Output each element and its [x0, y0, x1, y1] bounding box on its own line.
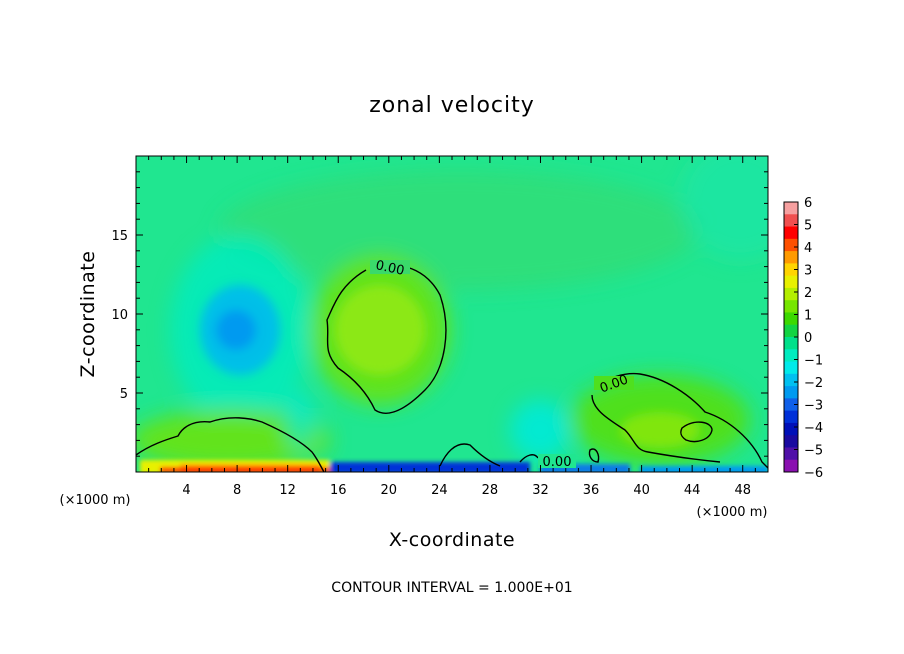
colorbar-tick-label: 0 [804, 331, 812, 346]
colorbar-swatch [784, 361, 798, 375]
colorbar-swatch [784, 287, 798, 301]
colorbar-tick-label: 1 [804, 309, 812, 324]
colorbar-tick-label: 2 [804, 286, 812, 301]
colorbar-swatch [784, 410, 798, 424]
colorbar-swatch [784, 263, 798, 277]
contour-center-cell [326, 265, 447, 414]
x-axis-ticks: 4 8 12 16 20 24 28 32 36 40 44 48 [148, 156, 756, 498]
colorbar-tick-label: −4 [804, 421, 823, 436]
x-axis-label: X-coordinate [389, 529, 515, 551]
contour-right-cell [595, 372, 768, 469]
colorbar-swatch [784, 398, 798, 412]
colorbar-swatch [784, 373, 798, 387]
colorbar-tick-label: 4 [804, 241, 812, 256]
contour-interval-note: CONTOUR INTERVAL = 1.000E+01 [331, 580, 572, 596]
colorbar-swatch [784, 275, 798, 289]
field-core-layer [200, 285, 700, 448]
colorbar-tick-label: −3 [804, 399, 823, 414]
colorbar-swatch [784, 312, 798, 326]
x-tick-label: 44 [684, 483, 701, 498]
field-soft-layer [136, 156, 768, 470]
x-tick-label: 8 [233, 483, 241, 498]
x-tick-label: 48 [734, 483, 751, 498]
x-tick-label: 28 [482, 483, 499, 498]
x-tick-label: 16 [330, 483, 347, 498]
y-tick-label: 5 [120, 387, 128, 402]
contour-label-bottom: 0.00 [543, 455, 572, 470]
x-tick-label: 32 [532, 483, 549, 498]
contour-bump-a [439, 443, 501, 467]
zero-contours [136, 265, 768, 472]
x-tick-label: 20 [381, 483, 398, 498]
colorbar-swatch [784, 226, 798, 240]
z-unit-label: (×1000 m) [60, 493, 131, 508]
x-tick-label: 36 [583, 483, 600, 498]
colorbar-tick-label: 5 [804, 219, 812, 234]
colorbar-swatch [784, 422, 798, 436]
x-tick-label: 24 [431, 483, 448, 498]
colorbar-tick-label: 3 [804, 264, 812, 279]
colorbar-tick-label: −1 [804, 354, 823, 369]
colorbar-swatch [784, 238, 798, 252]
colorbar-swatch [784, 300, 798, 313]
velocity-field [136, 156, 768, 472]
colorbar-tick-label: −5 [804, 444, 823, 459]
y-axis-label: Z-coordinate [77, 251, 99, 378]
x-unit-label: (×1000 m) [697, 505, 768, 520]
contour-bump-c [519, 454, 539, 463]
contour-label-center: 0.00 [374, 258, 405, 279]
x-tick-label: 40 [633, 483, 650, 498]
colorbar-swatch [784, 349, 798, 363]
colorbar-tick-label: −2 [804, 376, 823, 391]
contour-small-loop [680, 421, 713, 443]
colorbar-swatch [784, 459, 798, 473]
contour-lower-left [136, 417, 325, 472]
colorbar-tick-label: −6 [804, 466, 823, 481]
y-tick-label: 15 [111, 229, 128, 244]
colorbar-tick-label: 6 [804, 196, 812, 211]
colorbar-swatch [784, 447, 798, 461]
colorbar-swatch [784, 337, 798, 350]
colorbar-swatch [784, 251, 798, 264]
colorbar: 6 5 4 3 2 1 0 −1 −2 −3 −4 −5 −6 [783, 196, 823, 481]
x-tick-label: 12 [279, 483, 296, 498]
colorbar-swatch [784, 214, 798, 228]
contour-bump-b [588, 448, 600, 463]
y-tick-label: 10 [111, 308, 128, 323]
colorbar-swatch [784, 324, 798, 338]
y-axis-ticks: 5 10 15 [111, 171, 768, 457]
contour-right-lower [591, 394, 721, 463]
chart-title: zonal velocity [369, 93, 535, 118]
colorbar-swatch [784, 386, 798, 399]
colorbar-swatch [784, 435, 798, 448]
colorbar-swatch [784, 202, 798, 215]
x-tick-label: 4 [182, 483, 190, 498]
